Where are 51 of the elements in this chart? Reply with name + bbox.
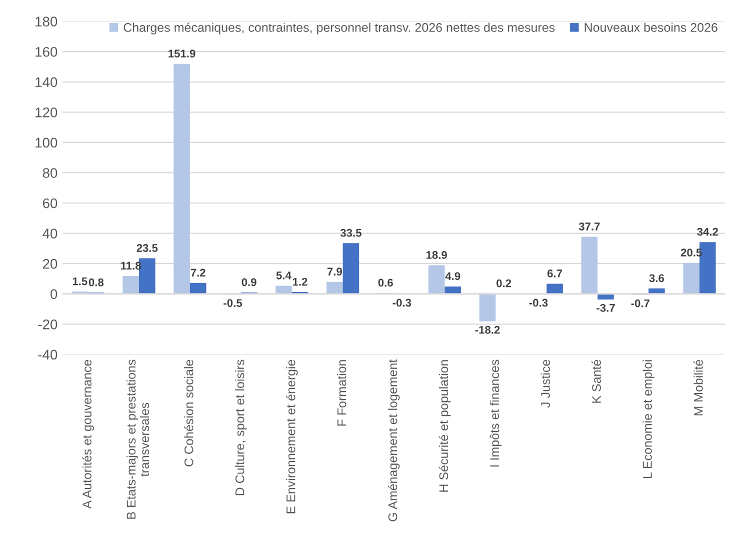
y-tick-label: 80	[42, 168, 58, 178]
x-tick-label: G Aménagement et logement	[388, 359, 400, 522]
x-tick-label: J Justice	[540, 360, 550, 408]
data-label: 151.9	[168, 50, 196, 58]
x-tick-label: H Sécurité et population	[438, 360, 451, 492]
y-tick-label: -20	[38, 319, 58, 330]
data-label: 23.5	[136, 244, 158, 252]
y-tick-label: 40	[42, 228, 58, 238]
data-label: -0.3	[392, 298, 412, 307]
data-label: 34.2	[697, 228, 718, 236]
data-label: -3.7	[596, 304, 615, 312]
data-label: 3.6	[649, 274, 664, 282]
y-tick-label: 160	[36, 46, 58, 57]
data-label: 0.8	[88, 278, 104, 286]
data-label: 7.2	[190, 268, 206, 276]
data-label: 4.9	[445, 272, 460, 280]
data-label: 33.5	[340, 228, 362, 237]
data-label: -0.3	[529, 298, 548, 307]
y-tick-label: 180	[36, 16, 58, 26]
data-label: -0.5	[224, 299, 242, 307]
x-tick-label: K Santé	[592, 360, 601, 403]
legend-label: Charges mécaniques, contraintes, personnel transv. 2026 nettes des mesures	[124, 22, 555, 34]
data-label: 0.9	[242, 278, 256, 286]
data-label: 37.7	[578, 222, 600, 230]
data-label: -0.7	[631, 299, 650, 308]
x-tick-label: C Cohésion sociale	[184, 360, 194, 466]
data-label: -18.2	[475, 326, 500, 334]
data-label: 7.9	[327, 268, 342, 276]
data-label: 0.6	[378, 278, 393, 287]
data-label: 18.9	[426, 251, 447, 259]
x-tick-label: I Impôts et finances	[490, 360, 502, 467]
y-tick-label: 120	[36, 108, 58, 118]
y-tick-label: -40	[38, 350, 58, 360]
x-tick-label: M Mobilité	[694, 360, 703, 416]
y-tick-label: 20	[42, 258, 58, 269]
x-tick-label: A Autorités et gouvernance	[82, 360, 94, 509]
y-tick-label: 140	[36, 77, 58, 88]
x-tick-label: E Environnement et énergie	[286, 360, 298, 514]
x-tick-label: D Culture, sport et loisirs	[235, 360, 247, 496]
data-label: 6.7	[547, 270, 562, 278]
x-tick-label: F Formation	[336, 360, 346, 426]
y-tick-label: 100	[36, 138, 58, 148]
x-tick-label: B Etats-majors et prestations transversales	[126, 360, 150, 519]
data-label: 1.5	[72, 277, 88, 286]
x-tick-label: L Economie et emploi	[642, 360, 654, 478]
data-label: 1.2	[292, 278, 308, 286]
legend-label: Nouveaux besoins 2026	[584, 22, 718, 32]
y-tick-label: 0	[50, 289, 58, 300]
data-label: 5.4	[276, 272, 292, 280]
data-label: 0.2	[496, 279, 512, 288]
y-tick-label: 60	[42, 198, 58, 208]
